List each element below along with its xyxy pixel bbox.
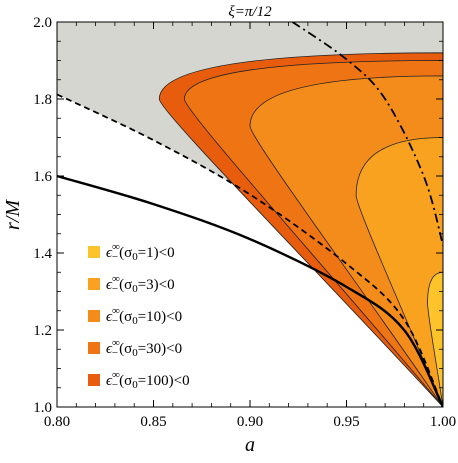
x-tick-label: 0.80 bbox=[44, 414, 70, 430]
y-axis-label: r/M bbox=[2, 199, 24, 230]
legend-swatch bbox=[88, 278, 100, 290]
x-tick-label: 0.90 bbox=[237, 414, 263, 430]
ergosphere-curve bbox=[57, 93, 443, 407]
legend-swatch bbox=[88, 246, 100, 258]
x-tick-label: 0.85 bbox=[140, 414, 166, 430]
legend-label: ϵ∞ −(σ0=10)<0 bbox=[106, 305, 182, 327]
dashdot-curve bbox=[291, 22, 443, 246]
y-tick-label: 2.0 bbox=[33, 15, 52, 31]
y-tick-label: 1.8 bbox=[33, 92, 52, 108]
y-tick-label: 1.6 bbox=[33, 169, 52, 185]
legend-label: ϵ∞ −(σ0=30)<0 bbox=[106, 337, 182, 359]
y-tick-label: 1.0 bbox=[33, 400, 52, 416]
legend-label: ϵ∞ −(σ0=1)<0 bbox=[106, 241, 175, 263]
region--0-1 bbox=[427, 271, 443, 407]
horizon-curve bbox=[57, 174, 443, 407]
x-axis-label: a bbox=[245, 434, 255, 456]
y-tick-label: 1.2 bbox=[33, 323, 52, 339]
x-tick-label: 0.95 bbox=[333, 414, 359, 430]
legend-label: ϵ∞ −(σ0=100)<0 bbox=[106, 369, 190, 391]
legend-swatch bbox=[88, 342, 100, 354]
legend-swatch bbox=[88, 374, 100, 386]
y-tick-label: 1.4 bbox=[33, 246, 52, 262]
legend-swatch bbox=[88, 310, 100, 322]
chart-title: ξ=π/12 bbox=[228, 4, 272, 20]
x-tick-label: 1.00 bbox=[430, 414, 456, 430]
legend: ϵ∞ −(σ0=1)<0 ϵ∞ −(σ0=3)<0 ϵ∞ −(σ0=10)<0 ϵ∞ −(σ0… bbox=[88, 241, 190, 391]
legend-label: ϵ∞ −(σ0=3)<0 bbox=[106, 273, 175, 295]
